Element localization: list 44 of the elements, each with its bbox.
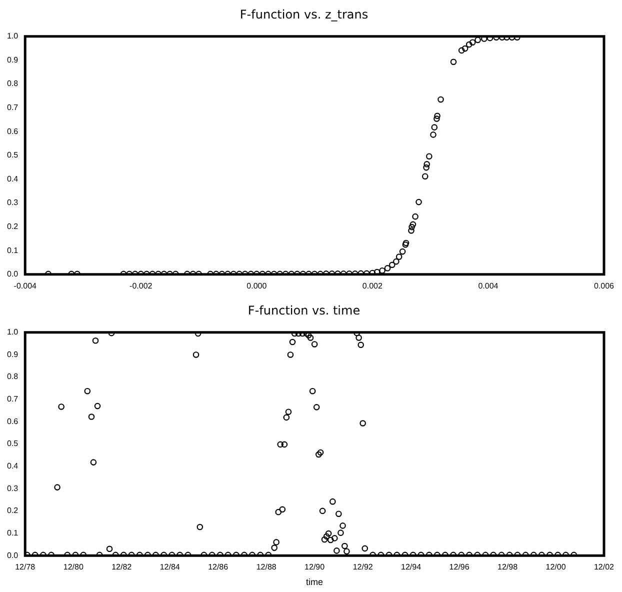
y-tick-label: 0.2 [6,222,19,232]
y-tick-label: 1.0 [6,328,19,337]
x-axis-title: time [306,577,324,588]
x-tick-label: 12/94 [401,562,422,572]
y-tick-label: 0.9 [6,350,19,359]
y-tick-label: 0.0 [6,550,19,560]
y-tick-label: 0.3 [6,484,19,493]
x-tick-label: 12/90 [304,562,326,572]
y-tick-label: 0.4 [6,462,19,471]
x-tick-label: 12/00 [546,562,566,572]
y-tick-label: 0.4 [6,174,19,184]
x-tick-label: 12/02 [594,562,615,572]
x-tick-label: 0.006 [594,281,615,290]
y-tick-label: 0.3 [6,198,19,208]
y-tick-label: 0.2 [6,506,19,516]
y-tick-label: 0.9 [6,55,19,64]
y-tick-label: 0.7 [6,103,19,112]
chart-title: F-function vs. time [248,303,360,318]
y-tick-label: 0.0 [6,270,19,279]
x-tick-label: 0.002 [362,281,384,290]
x-tick-label: 12/78 [15,562,36,572]
x-tick-label: 12/84 [160,562,180,572]
x-tick-label: 12/80 [63,562,84,572]
y-tick-label: 0.1 [6,528,19,538]
y-tick-label: 0.6 [6,416,19,426]
y-tick-label: 0.1 [6,246,19,255]
x-tick-label: 0.004 [478,281,499,290]
y-tick-label: 0.7 [6,394,19,404]
x-tick-label: -0.004 [14,281,38,290]
y-tick-label: 0.5 [6,439,19,448]
y-tick-label: 0.6 [6,126,19,136]
x-tick-label: 12/88 [256,562,277,572]
y-tick-label: 0.5 [6,150,19,160]
y-tick-label: 1.0 [6,32,19,41]
chart-title: F-function vs. z_trans [240,7,368,22]
x-tick-label: 12/82 [112,562,132,572]
x-tick-label: -0.002 [130,281,153,290]
x-tick-label: 12/96 [449,562,470,572]
x-tick-label: 0.000 [246,281,268,290]
y-tick-label: 0.8 [6,79,19,88]
x-tick-label: 12/92 [352,562,374,572]
x-tick-label: 12/98 [498,562,518,572]
y-tick-label: 0.8 [6,372,19,382]
x-tick-label: 12/86 [208,562,229,572]
